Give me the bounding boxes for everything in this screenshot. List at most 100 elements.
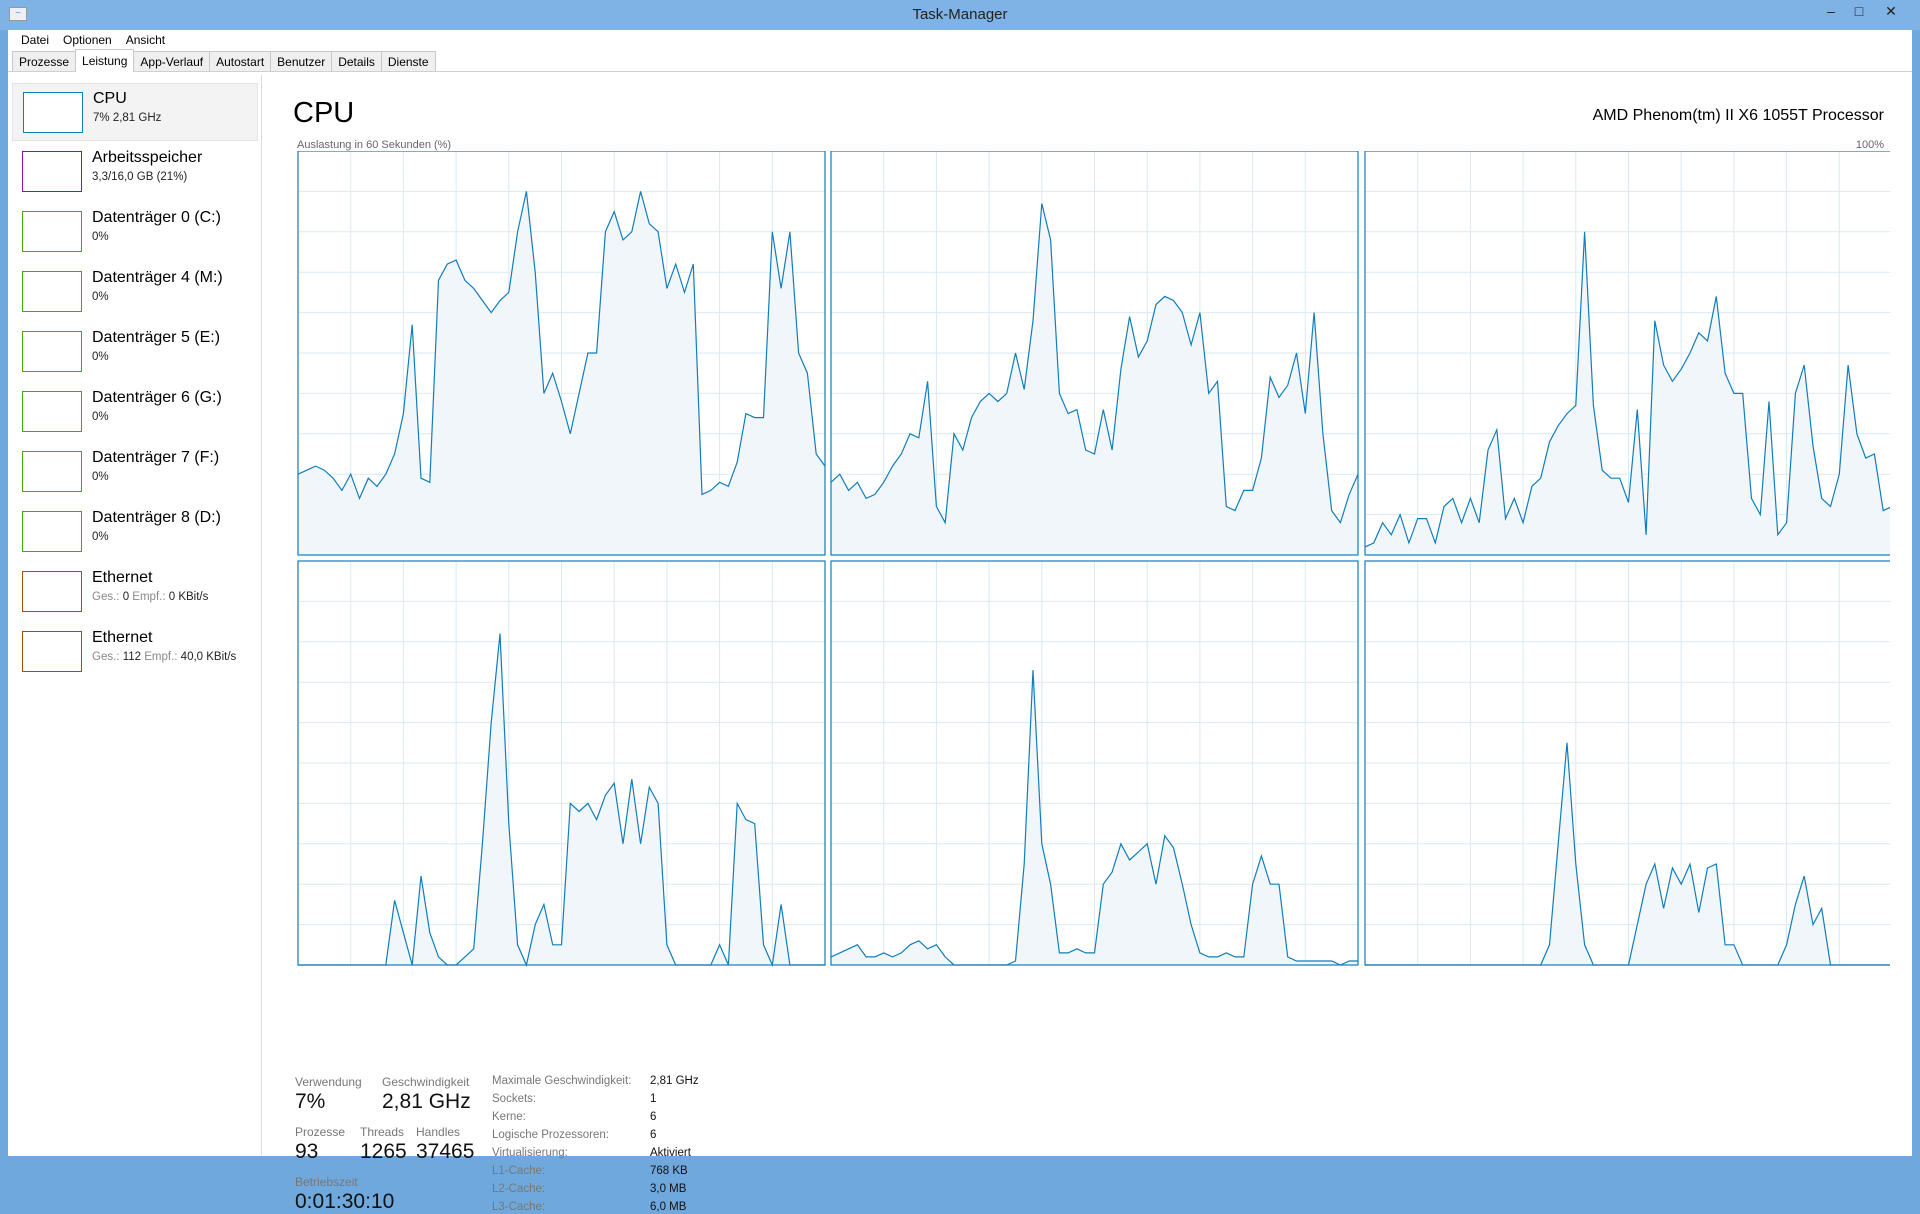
title-bar: ~ Task-Manager – □ ✕ [0,0,1920,30]
graph-axis-max: 100% [1855,139,1884,151]
sidebar-item-value: 0% [92,291,109,303]
detail-label: Kerne: [492,1111,526,1123]
sidebar-thumbnail-graph [22,211,82,252]
graph-border [830,560,1359,966]
processes-label: Prozesse [295,1125,346,1139]
tab-benutzer[interactable]: Benutzer [270,51,333,71]
tab-details[interactable]: Details [331,51,382,71]
graph-border [297,560,826,966]
close-button[interactable]: ✕ [1885,3,1897,19]
sidebar-item-value: 7% 2,81 GHz [93,112,162,124]
sidebar-item-label: CPU [93,90,127,107]
sidebar-item-label: Datenträger 7 (F:) [92,449,220,466]
detail-value: 2,81 GHz [650,1075,699,1087]
sidebar-item-memory[interactable]: Arbeitsspeicher 3,3/16,0 GB (21%) [12,143,258,201]
usage-line [830,203,1359,525]
threads-label: Threads [360,1125,405,1139]
usage-area [298,191,825,555]
graph-border [830,151,1359,556]
sidebar-item-ethernet[interactable]: Ethernet Ges.: 0 Empf.: 0 KBit/s [12,563,258,621]
detail-value: 6 [650,1129,657,1141]
sidebar-item-value: 0% [92,471,109,483]
menu-datei[interactable]: Datei [21,33,50,47]
page-title: CPU [293,97,355,129]
minimize-button[interactable]: – [1827,3,1835,19]
tab-dienste[interactable]: Dienste [380,51,436,71]
menu-optionen[interactable]: Optionen [63,33,112,47]
receive-label: Empf.: [132,591,166,603]
sidebar-item-value: 0% [92,411,109,423]
graph-border [297,151,826,556]
usage-line [297,191,826,501]
sidebar-thumbnail-graph [22,271,82,312]
detail-value: 1 [650,1093,657,1105]
sidebar-item-label: Datenträger 6 (G:) [92,389,222,406]
processes-value: 93 [295,1140,319,1163]
tab-leistung[interactable]: Leistung [75,49,135,72]
receive-value: 0 KBit/s [168,591,209,603]
speed-value: 2,81 GHz [382,1090,471,1113]
window-title: Task-Manager [912,6,1008,23]
threads-value: 1265 [360,1140,407,1163]
sidebar-thumbnail-graph [22,391,82,432]
core-graph-3 [297,560,826,968]
uptime-label: Betriebszeit [295,1175,358,1189]
sidebar-item-value: 0% [92,351,109,363]
sidebar-item-value: 3,3/16,0 GB (21%) [92,171,188,183]
speed-label: Geschwindigkeit [382,1075,470,1089]
sidebar-item-disk[interactable]: Datenträger 5 (E:) 0% [12,323,258,381]
sidebar-item-label: Ethernet [92,629,153,646]
core-graph-2 [1364,151,1890,556]
detail-label: Sockets: [492,1093,537,1105]
sidebar-thumbnail-graph [22,511,82,552]
detail-label: L2-Cache: [492,1183,546,1195]
tab-app-verlauf[interactable]: App-Verlauf [133,51,211,71]
detail-label: L3-Cache: [492,1201,546,1213]
detail-label: Logische Prozessoren: [492,1129,609,1141]
core-graph-0 [297,151,826,556]
sidebar-thumbnail-graph [22,571,82,612]
send-value: 0 [122,591,130,603]
sidebar-item-label: Datenträger 8 (D:) [92,509,221,526]
sidebar-item-disk[interactable]: Datenträger 7 (F:) 0% [12,443,258,501]
receive-label: Empf.: [144,651,178,663]
send-label: Ges.: [92,651,120,663]
sidebar-thumbnail-graph [22,151,82,192]
menu-bar: Datei Optionen Ansicht [8,30,1912,50]
usage-value: 7% [295,1090,326,1113]
graph-border [1364,560,1890,966]
sidebar-item-disk[interactable]: Datenträger 0 (C:) 0% [12,203,258,261]
usage-label: Verwendung [295,1075,362,1089]
handles-value: 37465 [416,1140,475,1163]
sidebar-item-disk[interactable]: Datenträger 8 (D:) 0% [12,503,258,561]
tab-prozesse[interactable]: Prozesse [12,51,77,71]
detail-value: 3,0 MB [650,1183,687,1195]
usage-line [830,670,1358,966]
sidebar-item-disk[interactable]: Datenträger 4 (M:) 0% [12,263,258,321]
detail-value: 6,0 MB [650,1201,687,1213]
task-manager-icon: ~ [9,7,27,21]
sidebar-item-cpu[interactable]: CPU 7% 2,81 GHz [12,83,258,141]
receive-value: 40,0 KBit/s [180,651,237,663]
sidebar-thumbnail-graph [22,631,82,672]
usage-area [1365,231,1890,555]
detail-label: Maximale Geschwindigkeit: [492,1075,632,1087]
handles-label: Handles [416,1125,461,1139]
sidebar-item-label: Datenträger 0 (C:) [92,209,221,226]
sidebar-thumbnail-graph [23,92,83,133]
usage-area [1365,742,1890,965]
send-label: Ges.: [92,591,120,603]
sidebar-item-value: 0% [92,531,109,543]
menu-ansicht[interactable]: Ansicht [125,33,166,47]
sidebar-item-label: Datenträger 4 (M:) [92,269,223,286]
sidebar-item-disk[interactable]: Datenträger 6 (G:) 0% [12,383,258,441]
maximize-button[interactable]: □ [1854,3,1864,19]
sidebar-item-value: 0% [92,231,109,243]
detail-label: L1-Cache: [492,1165,546,1177]
usage-area [831,203,1358,555]
sidebar-item-label: Ethernet [92,569,153,586]
sidebar-item-ethernet[interactable]: Ethernet Ges.: 112 Empf.: 40,0 KBit/s [12,623,258,681]
core-graph-5 [1364,560,1890,966]
uptime-value: 0:01:30:10 [295,1190,395,1213]
tab-autostart[interactable]: Autostart [209,51,272,71]
